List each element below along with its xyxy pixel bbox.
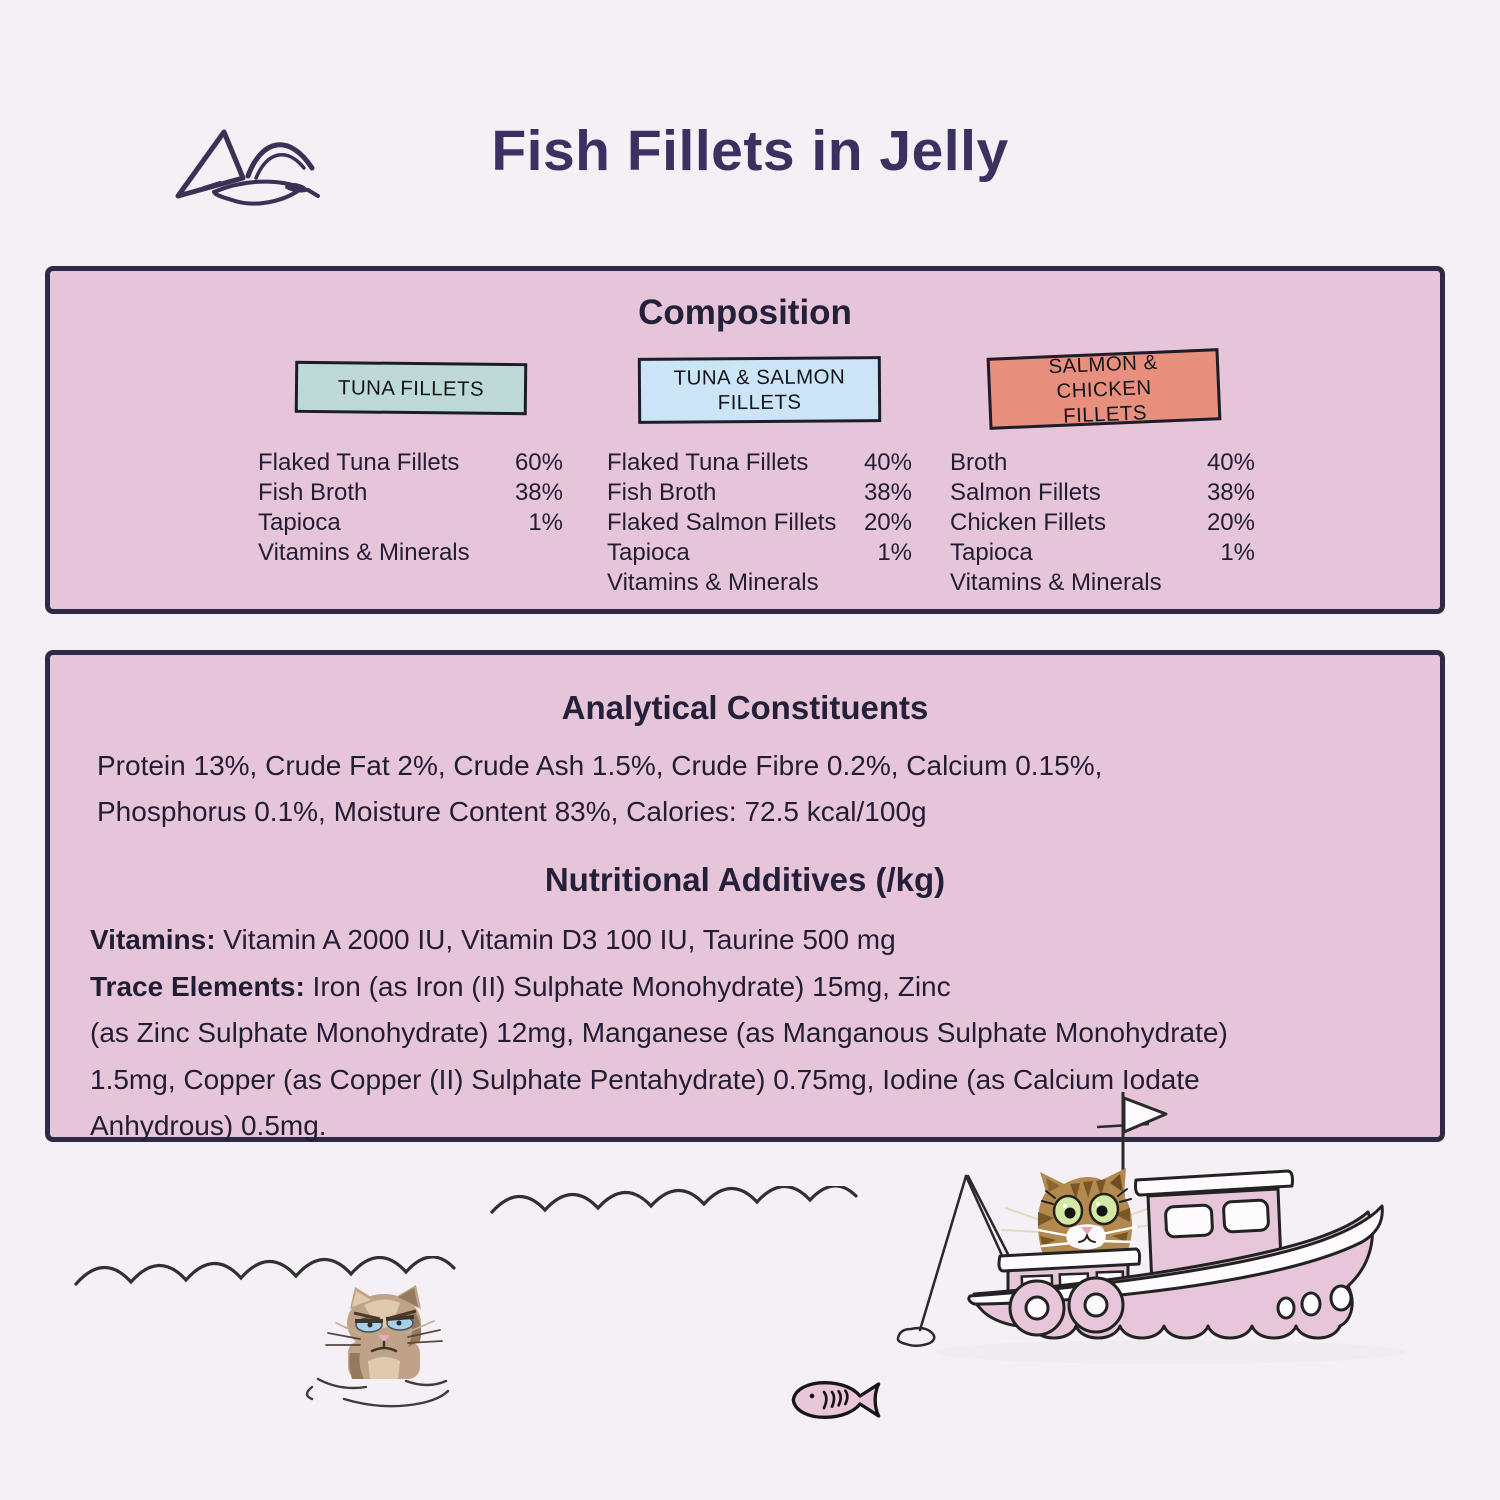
seagull-logo-icon [175,129,320,206]
analytical-title: Analytical Constituents [561,689,929,726]
additives-text: Vitamins: Vitamin A 2000 IU, Vitamin D3 … [90,917,1435,1150]
wave-line-icon [490,1186,858,1214]
analytical-line: Protein 13%, Crude Fat 2%, Crude Ash 1.5… [97,750,1103,781]
fish-icon [791,1381,881,1419]
ingredient-name: Vitamins & Minerals [607,569,819,596]
ingredient-row: Tapioca 1% [607,538,912,568]
porthole-icon [1276,1284,1353,1320]
analytical-line: Phosphorus 0.1%, Moisture Content 83%, C… [97,796,927,827]
analysis-panel: Analytical Constituents Protein 13%, Cru… [45,650,1445,1142]
ingredient-name: Flaked Salmon Fillets [607,509,837,536]
ingredient-name: Tapioca [607,539,690,566]
ingredient-value: 1% [877,539,912,566]
ingredient-value: 20% [1206,509,1255,536]
ingredient-name: Fish Broth [607,479,717,506]
ingredient-list-tuna-salmon: Flaked Tuna Fillets 40% Fish Broth 38% F… [607,448,912,598]
ingredient-name: Flaked Tuna Fillets [258,449,460,476]
trace-elements-line: Anhydrous) 0.5mg. [90,1110,327,1141]
ingredient-name: Vitamins & Minerals [258,539,470,566]
ingredient-row: Vitamins & Minerals [607,568,912,598]
page-title: Fish Fillets in Jelly [491,119,1009,183]
ingredient-row: Vitamins & Minerals [258,538,563,568]
variant-chip-label: SALMON & CHICKEN FILLETS [1047,350,1158,428]
boat-shadow [935,1340,1405,1364]
ingredient-value: 38% [514,479,563,506]
grumpy-cat-icon [305,1285,450,1408]
ingredient-value: 38% [1206,479,1255,506]
ingredient-row: Tapioca 1% [258,508,563,538]
ingredient-name: Chicken Fillets [950,509,1107,536]
additives-title: Nutritional Additives (/kg) [544,861,946,898]
ingredient-value: 1% [1220,539,1255,566]
ingredient-name: Vitamins & Minerals [950,569,1162,596]
variant-chip-label: TUNA & SALMON FILLETS [673,365,846,415]
variant-chip-tuna-salmon: TUNA & SALMON FILLETS [637,356,882,424]
fishing-rod-icon [896,1174,1014,1347]
ingredient-row: Flaked Tuna Fillets 40% [607,448,912,478]
trace-elements-line: Trace Elements: Iron (as Iron (II) Sulph… [90,970,951,1002]
variant-chip-salmon-chicken: SALMON & CHICKEN FILLETS [986,348,1222,430]
variant-chip-tuna: TUNA FILLETS [294,360,528,416]
ingredient-row: Salmon Fillets 38% [950,478,1255,508]
ingredient-name: Salmon Fillets [950,479,1101,506]
analytical-text: Protein 13%, Crude Fat 2%, Crude Ash 1.5… [97,743,1397,835]
ingredient-name: Broth [950,449,1008,476]
composition-title: Composition [638,293,852,332]
ingredient-name: Tapioca [950,539,1033,566]
ingredient-row: Fish Broth 38% [258,478,563,508]
ingredient-value: 38% [863,479,912,506]
ingredient-list-tuna: Flaked Tuna Fillets 60% Fish Broth 38% T… [258,448,563,568]
fishing-boat-illustration [896,1092,1405,1364]
vitamins-line: Vitamins: Vitamin A 2000 IU, Vitamin D3 … [90,924,896,955]
ingredient-value: 60% [514,449,563,476]
ingredient-row: Vitamins & Minerals [950,568,1255,598]
trace-elements-line: (as Zinc Sulphate Monohydrate) 12mg, Man… [90,1017,1228,1048]
ingredient-name: Flaked Tuna Fillets [607,449,809,476]
ingredient-row: Broth 40% [950,448,1255,478]
ingredient-row: Flaked Salmon Fillets 20% [607,508,912,538]
ingredient-name: Fish Broth [258,479,368,506]
ingredient-value: 1% [528,509,563,536]
ingredient-row: Fish Broth 38% [607,478,912,508]
boat-gunwale [967,1204,1384,1306]
composition-panel: Composition TUNA FILLETS TUNA & SALMON F… [45,266,1445,614]
ingredient-name: Tapioca [258,509,341,536]
trace-elements-line: 1.5mg, Copper (as Copper (II) Sulphate P… [90,1063,1200,1095]
life-ring-icon [1008,1276,1125,1337]
ingredient-list-salmon-chicken: Broth 40% Salmon Fillets 38% Chicken Fil… [950,448,1255,598]
ingredient-row: Tapioca 1% [950,538,1255,568]
variant-chip-label: TUNA FILLETS [337,375,485,401]
ingredient-value: 40% [863,449,912,476]
ingredient-row: Flaked Tuna Fillets 60% [258,448,563,478]
ingredient-row: Chicken Fillets 20% [950,508,1255,538]
ingredient-value: 40% [1206,449,1255,476]
ingredient-value: 20% [863,509,912,536]
wave-line-icon [74,1256,456,1286]
